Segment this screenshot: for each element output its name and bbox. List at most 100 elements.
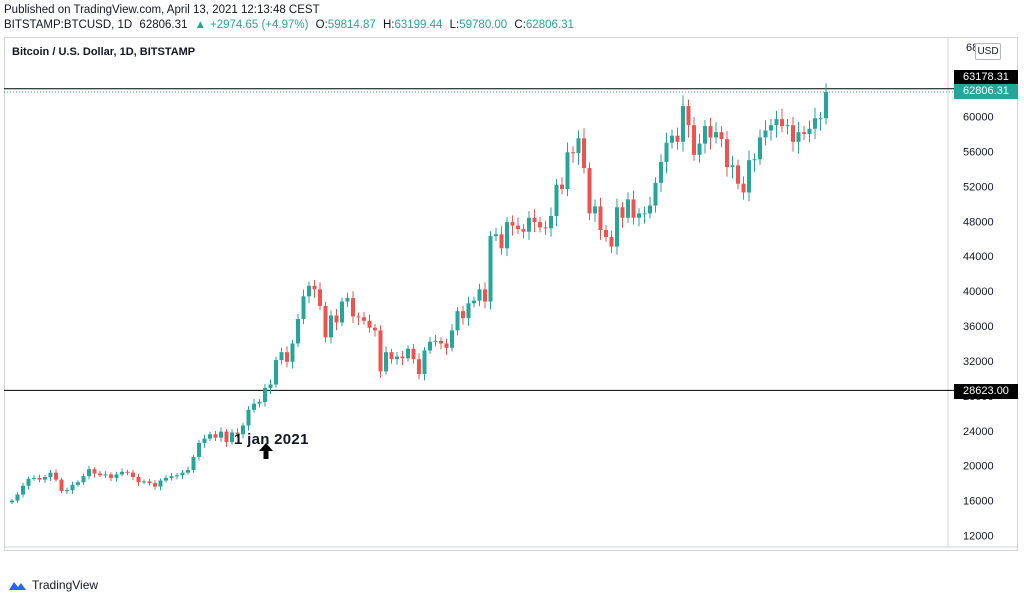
candle-body [532, 217, 537, 223]
y-tick-label: 52000 [963, 181, 994, 193]
low-level-badge: 28623.00 [954, 384, 1018, 399]
candle-body [477, 289, 482, 301]
candle-body [406, 348, 410, 359]
candle-body [103, 474, 108, 476]
candle-body [554, 184, 559, 217]
candle-body [98, 473, 102, 476]
x-tick-label: 14 [165, 550, 177, 551]
candle-body [213, 434, 218, 438]
candle-body [37, 477, 42, 480]
candle-body [384, 352, 388, 372]
candle-body [510, 222, 515, 226]
published-info: Published on TradingView.com, April 13, … [4, 4, 320, 16]
candle-body [780, 119, 784, 127]
candle-body [76, 482, 80, 485]
candle-body [208, 434, 212, 439]
y-tick-label: 56000 [963, 146, 994, 158]
candle-body [488, 236, 493, 302]
candle-body [549, 216, 553, 229]
candle-body [637, 213, 641, 218]
y-tick-label: 60000 [963, 112, 994, 124]
candle-body [290, 343, 295, 362]
candle-body [499, 234, 504, 249]
candle-body [609, 236, 614, 247]
candle-body [54, 472, 58, 480]
candle-body [158, 480, 163, 487]
candle-body [362, 317, 366, 321]
price-change: +2974.65 (+4.97%) [209, 19, 309, 31]
y-tick-label: 40000 [963, 286, 994, 298]
candle-body [356, 316, 361, 318]
candle-body [197, 442, 201, 457]
arrow-up-icon: ▲ [194, 19, 206, 31]
candle-body [15, 494, 20, 501]
currency-button[interactable]: USD [975, 43, 1001, 60]
candle-body [571, 152, 575, 154]
candle-body [472, 300, 476, 304]
candle-body [65, 490, 69, 492]
candle-body [560, 184, 564, 189]
candle-body [175, 475, 179, 477]
price-chart[interactable]: 1200016000200002400028000320003600040000… [4, 37, 1018, 551]
candle-body [598, 206, 603, 230]
candle-body [576, 138, 581, 154]
candle-body [153, 483, 157, 487]
candle-body [301, 296, 306, 320]
symbol-label: BITSTAMP:BTCUSD, 1D [4, 19, 133, 31]
candle-body [604, 229, 608, 237]
arrow-up-icon [259, 443, 273, 459]
candle-body [279, 352, 284, 361]
tradingview-cloud-icon [9, 582, 26, 590]
candle-body [741, 183, 746, 193]
candle-body [593, 206, 597, 214]
candle-body [10, 500, 14, 503]
candle-body [142, 481, 146, 483]
x-tick-label: 15 [666, 550, 678, 551]
candle-body [813, 118, 817, 129]
x-tick-label: 14 [831, 550, 843, 551]
candle-body [774, 119, 779, 126]
candle-body [565, 152, 570, 189]
candle-body [730, 165, 735, 168]
candle-body [340, 301, 344, 323]
candle-body [296, 319, 300, 344]
candle-body [263, 387, 267, 402]
candle-body [131, 472, 135, 478]
candle-body [180, 472, 185, 476]
candle-body [620, 207, 625, 218]
last-price-badge: 62806.31 [954, 84, 1018, 99]
candle-body [312, 285, 317, 290]
y-tick-label: 44000 [963, 251, 994, 263]
candle-body [758, 137, 762, 160]
x-tick-label: May [920, 550, 941, 551]
y-tick-label: 12000 [963, 531, 994, 543]
candle-body [274, 360, 278, 385]
y-tick-label: 36000 [963, 321, 994, 333]
candle-body [664, 142, 669, 162]
high-label: H: [382, 19, 395, 31]
candle-body [659, 161, 663, 183]
candle-body [120, 471, 124, 475]
candle-body [538, 222, 542, 228]
branding-text: TradingView [32, 578, 99, 592]
candle-body [307, 285, 311, 297]
candle-body [642, 213, 647, 215]
candle-body [70, 484, 75, 491]
candle-body [796, 132, 801, 142]
close-label: C: [514, 19, 526, 31]
chart-legend-title: Bitcoin / U.S. Dollar, 1D, BITSTAMP [12, 46, 196, 58]
candle-body [747, 160, 751, 193]
candle-body [626, 199, 630, 218]
candle-body [681, 106, 685, 142]
candle-body [521, 229, 526, 232]
candle-body [334, 315, 339, 323]
candle-body [21, 485, 25, 495]
low-label: L: [449, 19, 460, 31]
candle-body [389, 352, 394, 360]
tradingview-logo[interactable]: TradingView [6, 578, 98, 592]
candle-body [186, 470, 190, 473]
candle-body [411, 348, 416, 360]
ticker-line: BITSTAMP:BTCUSD, 1D 62806.31 ▲ +2974.65 (… [4, 19, 578, 31]
x-tick-label: Apr [757, 550, 774, 551]
candle-body [202, 438, 207, 443]
